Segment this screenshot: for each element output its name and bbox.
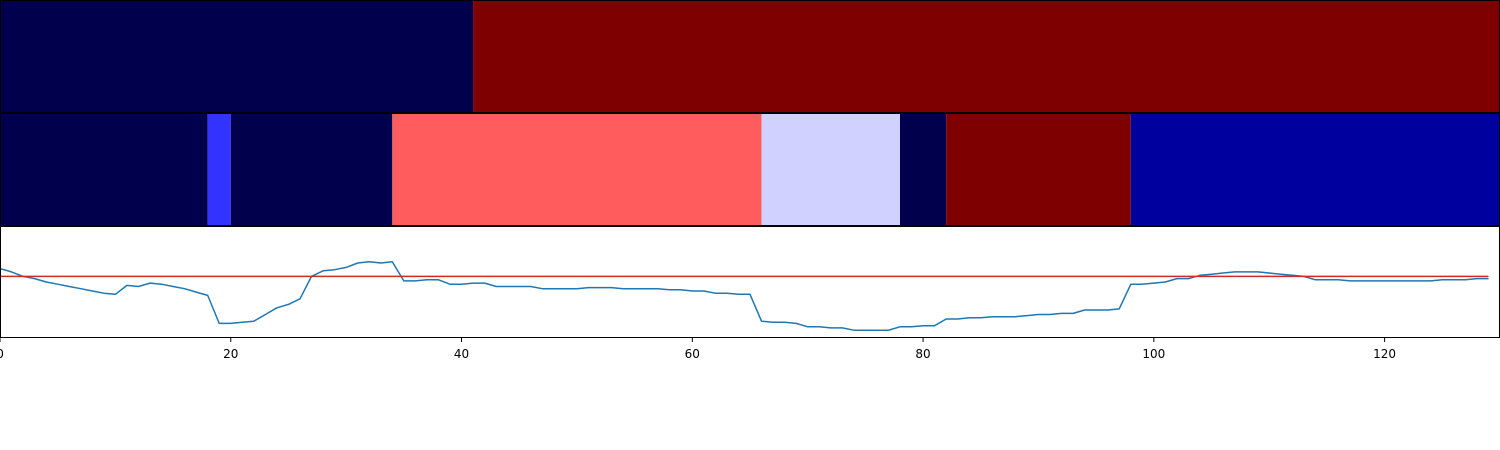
x-tick-label-100: 100 <box>1142 347 1165 361</box>
strip-2-segment-6 <box>900 113 947 226</box>
strip-2-segment-4 <box>392 113 762 226</box>
x-tick-label-120: 120 <box>1373 347 1396 361</box>
strip-2-segment-1 <box>0 113 208 226</box>
line-panel-frame <box>0 226 1500 338</box>
line-plot-area <box>0 226 1500 338</box>
top-state-strip <box>0 0 1500 113</box>
strip-1-segment-1 <box>0 0 474 113</box>
x-tick-label-80: 80 <box>915 347 930 361</box>
middle-state-strip <box>0 113 1500 226</box>
strip-1-segment-2 <box>473 0 1500 113</box>
line-panel: 0 20 40 60 80 100 120 <box>0 226 1500 361</box>
strip-2-segment-3 <box>230 113 393 226</box>
x-axis: 0 20 40 60 80 100 120 <box>0 338 1396 361</box>
strip-2-segment-8 <box>1130 113 1500 226</box>
strip-2-segment-2 <box>207 113 231 226</box>
strip-2-segment-7 <box>946 113 1131 226</box>
series-line <box>0 261 1489 331</box>
x-tick-label-0: 0 <box>0 347 4 361</box>
strip-2-segment-5 <box>761 113 900 226</box>
x-tick-label-40: 40 <box>454 347 469 361</box>
x-tick-label-60: 60 <box>685 347 700 361</box>
x-tick-label-20: 20 <box>223 347 238 361</box>
